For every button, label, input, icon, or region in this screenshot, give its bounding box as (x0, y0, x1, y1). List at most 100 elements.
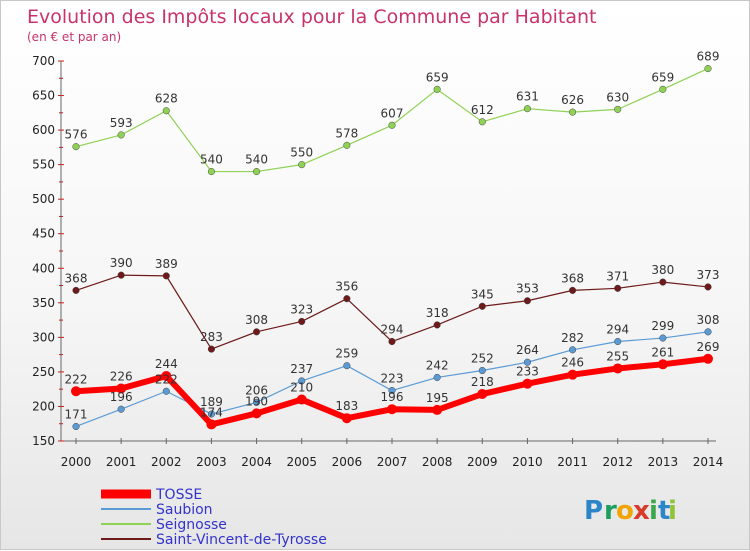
data-label: 612 (471, 103, 494, 117)
data-label: 294 (381, 323, 404, 337)
data-point (207, 167, 215, 176)
chart-title: Evolution des Impôts locaux pour la Comm… (27, 6, 597, 28)
data-label: 222 (155, 372, 178, 386)
data-label: 540 (245, 153, 268, 167)
data-label: 373 (697, 268, 720, 282)
data-point (343, 362, 351, 370)
x-tick-label: 2003 (196, 455, 227, 469)
logo-letter: i (668, 496, 677, 526)
data-label: 218 (471, 375, 494, 389)
data-point (569, 286, 577, 294)
data-label: 308 (245, 313, 268, 327)
data-point (567, 369, 578, 380)
data-point (162, 272, 170, 280)
x-tick-label: 2000 (61, 455, 92, 469)
y-tick-label: 450 (32, 227, 55, 241)
data-label: 607 (381, 106, 404, 120)
y-tick-label: 250 (32, 365, 55, 379)
data-point (569, 346, 577, 354)
data-point (433, 321, 441, 329)
data-label: 389 (155, 257, 178, 271)
data-label: 246 (561, 356, 584, 370)
data-point (298, 161, 306, 169)
data-label: 222 (65, 372, 88, 386)
data-label: 593 (110, 116, 133, 130)
logo-letter: t (658, 496, 670, 526)
data-label: 252 (471, 352, 494, 366)
logo-letter: o (616, 496, 634, 526)
logo-letter: r (604, 496, 617, 526)
data-point (432, 404, 443, 415)
data-point (523, 297, 531, 305)
data-label: 294 (606, 323, 629, 337)
y-tick-label: 600 (32, 123, 55, 137)
data-point (433, 373, 441, 381)
y-tick-label: 150 (32, 434, 55, 448)
data-point (206, 419, 217, 430)
data-label: 226 (110, 369, 133, 383)
y-tick-label: 300 (32, 330, 55, 344)
data-point (207, 345, 215, 353)
data-label: 540 (200, 153, 223, 167)
logo-letter: i (649, 496, 658, 526)
data-point (71, 386, 81, 397)
x-tick-label: 2012 (602, 455, 633, 469)
x-tick-label: 2008 (422, 455, 453, 469)
data-point (343, 141, 351, 149)
y-tick-label: 700 (32, 54, 55, 68)
legend: TOSSESaubionSeignosseSaint-Vincent-de-Ty… (101, 487, 327, 548)
data-label: 631 (516, 90, 539, 104)
data-label: 233 (516, 365, 539, 379)
data-point (72, 143, 80, 151)
data-label: 171 (65, 407, 88, 421)
data-point (478, 118, 486, 126)
series-layer (71, 65, 713, 431)
data-label: 628 (155, 92, 178, 106)
data-point (161, 371, 172, 382)
x-tick-label: 2007 (377, 455, 408, 469)
data-point (478, 302, 486, 310)
data-label: 368 (561, 271, 584, 285)
data-point (296, 394, 307, 405)
data-label: 576 (65, 128, 88, 142)
data-point (657, 359, 668, 370)
data-labels: 368 390 389 283 308 323 356 294 318 345 353 368 371 3… (65, 50, 720, 422)
data-label: 308 (697, 313, 720, 327)
series-tosse (71, 353, 713, 430)
data-label: 353 (516, 282, 539, 296)
data-point (659, 278, 667, 286)
x-tick-label: 2002 (151, 455, 182, 469)
data-label: 578 (335, 126, 358, 140)
data-label: 242 (426, 358, 449, 372)
data-point (477, 389, 488, 400)
x-tick-label: 2004 (241, 455, 272, 469)
data-point (614, 337, 622, 346)
data-point (298, 377, 306, 385)
data-point (614, 105, 622, 113)
data-point (117, 271, 125, 279)
data-point (341, 413, 352, 424)
data-point (523, 358, 531, 366)
data-label: 261 (651, 345, 674, 359)
data-label: 626 (561, 93, 584, 107)
data-label: 630 (606, 90, 629, 104)
legend-label-seignosse: Seignosse (156, 517, 227, 533)
x-tick-label: 2011 (557, 455, 588, 469)
data-label: 323 (290, 302, 313, 316)
data-label: 264 (516, 343, 539, 357)
data-label: 269 (697, 340, 720, 354)
x-tick-label: 2013 (648, 455, 679, 469)
data-point (388, 387, 396, 395)
data-point (659, 85, 667, 93)
data-point (343, 295, 351, 303)
y-tick-label: 500 (32, 192, 55, 206)
logo-letter: x (633, 496, 650, 526)
data-label: 659 (651, 70, 674, 84)
data-label: 659 (426, 70, 449, 84)
data-point (569, 108, 577, 116)
x-tick-label: 2010 (512, 455, 543, 469)
y-tick-label: 400 (32, 261, 55, 275)
data-point (704, 65, 712, 73)
chart-subtitle: (en € et par an) (27, 30, 121, 44)
